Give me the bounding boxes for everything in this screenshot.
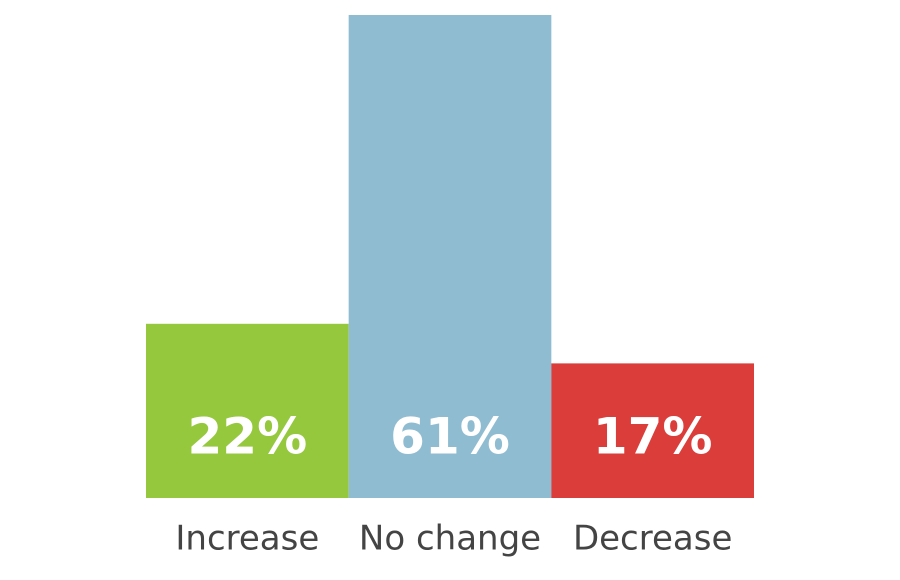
- value-label: 61%: [390, 408, 510, 466]
- bar: [146, 323, 349, 498]
- category-label: No change: [359, 519, 541, 559]
- bar: [551, 363, 754, 498]
- category-label: Increase: [175, 519, 319, 559]
- value-label: 22%: [187, 408, 307, 466]
- bar: [348, 15, 552, 498]
- value-label: 17%: [593, 408, 713, 466]
- category-label: Decrease: [573, 519, 732, 559]
